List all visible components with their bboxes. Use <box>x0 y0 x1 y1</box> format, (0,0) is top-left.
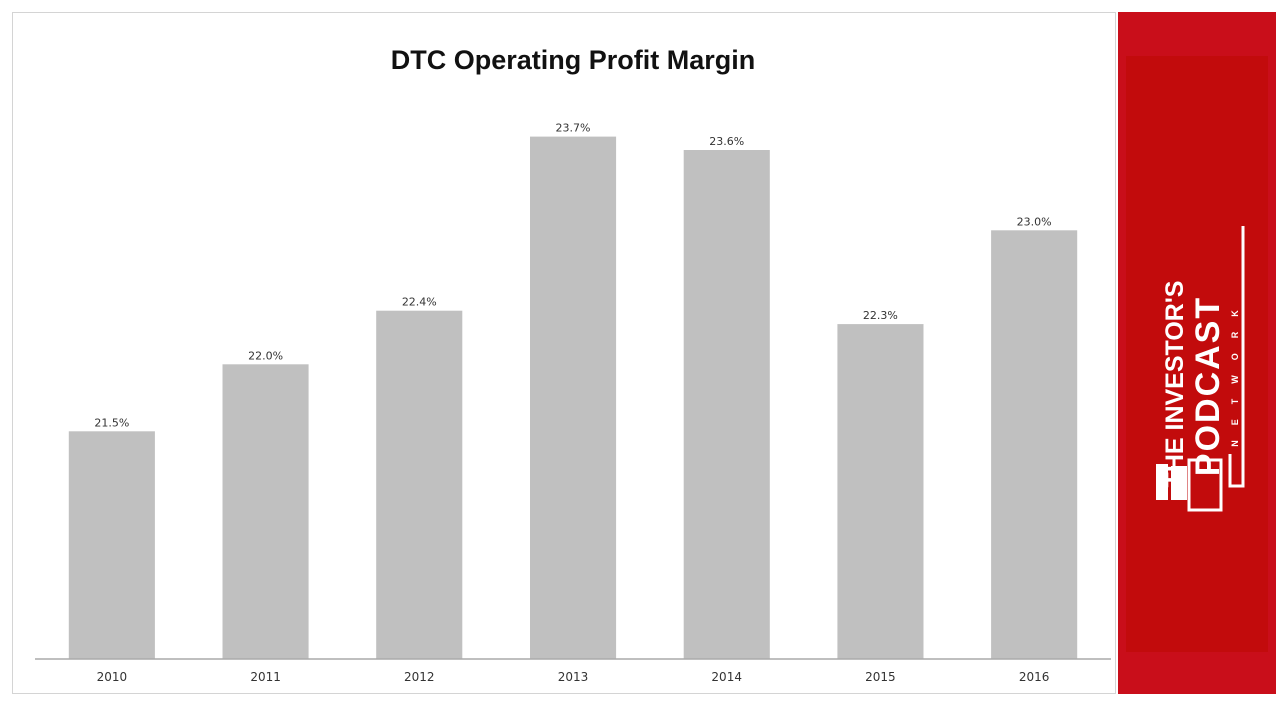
x-tick-label-2010: 2010 <box>97 670 128 684</box>
bar-2015 <box>837 324 924 659</box>
bar-2010 <box>68 431 155 659</box>
data-label-2012: 22.4% <box>402 296 437 309</box>
x-tick-label-2014: 2014 <box>711 670 742 684</box>
data-labels-layer: 21.5% 22.0% 22.4% 23.7% 23.6% 22.3% 23.0% <box>94 122 1051 430</box>
logo-line-1: THE INVESTOR'S <box>1161 281 1189 488</box>
bar-2016 <box>991 230 1078 660</box>
book-stack-logo-icon <box>1156 226 1245 512</box>
logo-line-2: PODCAST <box>1189 296 1227 476</box>
bar-2013 <box>530 136 617 660</box>
bars-layer <box>68 136 1078 660</box>
x-tick-label-2015: 2015 <box>865 670 896 684</box>
x-tick-label-2011: 2011 <box>250 670 281 684</box>
x-tick-label-2013: 2013 <box>558 670 589 684</box>
brand-inner-panel: THE INVESTOR'S PODCAST NETWORK <box>1126 56 1268 652</box>
data-label-2013: 23.7% <box>556 122 591 135</box>
chart-title: DTC Operating Profit Margin <box>391 45 756 75</box>
chart-frame: DTC Operating Profit Margin 21.5% 22.0% 22… <box>12 12 1116 694</box>
x-tick-label-2016: 2016 <box>1019 670 1050 684</box>
brand-logo: THE INVESTOR'S PODCAST NETWORK <box>1156 226 1245 512</box>
x-tick-labels-layer: 2010 2011 2012 2013 2014 2015 2016 <box>97 670 1050 684</box>
logo-line-3: NETWORK <box>1230 295 1240 447</box>
bar-chart: DTC Operating Profit Margin 21.5% 22.0% 22… <box>35 45 1111 684</box>
bar-2011 <box>222 364 309 659</box>
bar-2014 <box>683 150 770 659</box>
data-label-2011: 22.0% <box>248 349 283 362</box>
data-label-2015: 22.3% <box>863 309 898 322</box>
brand-panel: THE INVESTOR'S PODCAST NETWORK <box>1118 12 1276 694</box>
data-label-2016: 23.0% <box>1017 215 1052 228</box>
data-label-2010: 21.5% <box>94 416 129 429</box>
data-label-2014: 23.6% <box>709 135 744 148</box>
x-tick-label-2012: 2012 <box>404 670 435 684</box>
bar-2012 <box>376 310 463 659</box>
